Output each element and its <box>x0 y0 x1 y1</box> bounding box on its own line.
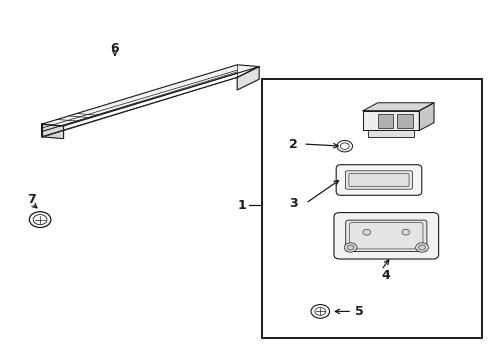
Circle shape <box>362 229 370 235</box>
Circle shape <box>401 229 409 235</box>
FancyBboxPatch shape <box>333 212 438 259</box>
Polygon shape <box>362 103 433 111</box>
Circle shape <box>314 307 325 315</box>
FancyBboxPatch shape <box>345 171 412 189</box>
Circle shape <box>29 212 51 228</box>
FancyBboxPatch shape <box>348 173 408 186</box>
Polygon shape <box>41 65 259 126</box>
Circle shape <box>415 243 427 252</box>
Text: 2: 2 <box>288 138 297 150</box>
Text: 4: 4 <box>381 269 390 282</box>
Text: 6: 6 <box>110 42 119 55</box>
Polygon shape <box>367 130 414 137</box>
Bar <box>261 79 481 338</box>
FancyBboxPatch shape <box>336 165 421 195</box>
Text: 1: 1 <box>237 199 246 212</box>
Polygon shape <box>362 111 419 130</box>
Circle shape <box>346 245 353 250</box>
Text: 5: 5 <box>354 305 363 318</box>
Circle shape <box>418 245 425 250</box>
Circle shape <box>310 305 329 318</box>
Polygon shape <box>419 103 433 130</box>
Bar <box>377 113 392 127</box>
Text: 3: 3 <box>288 197 297 210</box>
FancyBboxPatch shape <box>349 222 422 249</box>
Circle shape <box>33 215 47 225</box>
Circle shape <box>344 243 356 252</box>
Circle shape <box>340 143 348 149</box>
Text: 7: 7 <box>27 193 36 206</box>
Polygon shape <box>41 124 63 139</box>
Bar <box>396 113 412 127</box>
Polygon shape <box>237 67 259 90</box>
Circle shape <box>336 140 352 152</box>
FancyBboxPatch shape <box>345 220 426 251</box>
